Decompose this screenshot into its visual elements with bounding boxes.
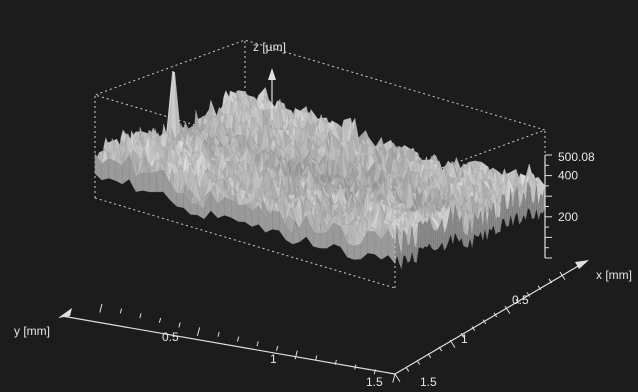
surface-skirt — [407, 242, 411, 264]
surface-skirt — [463, 231, 466, 248]
x-tick-label: 1 — [461, 332, 468, 346]
surface-skirt — [527, 182, 531, 211]
surface-skirt — [108, 158, 116, 181]
surface-skirt — [149, 171, 157, 193]
surface-mesh — [94, 70, 546, 269]
y-tick-label: 0.5 — [162, 330, 179, 344]
surface-skirt — [319, 232, 327, 249]
surface-skirt — [495, 216, 499, 235]
z-tick-label: 400 — [558, 169, 578, 183]
surface-skirt — [333, 222, 341, 247]
surface-skirt — [176, 193, 184, 208]
surface-skirt — [313, 232, 321, 249]
surface-skirt — [476, 217, 479, 237]
z-tick-label: 200 — [558, 210, 578, 224]
surface-skirt — [367, 231, 375, 255]
box-top-edge — [93, 39, 547, 186]
surface-skirt — [224, 197, 232, 218]
z-axis-title: z [µm] — [253, 40, 286, 54]
surface-skirt — [403, 230, 406, 257]
surface-skirt — [489, 208, 492, 231]
surface-skirt — [353, 243, 362, 260]
surface-skirt — [238, 204, 246, 223]
surface-skirt — [347, 243, 355, 260]
surface-skirt — [272, 211, 280, 231]
surface-skirt — [422, 220, 426, 250]
surface-skirt — [142, 172, 150, 193]
z-tick-label: 500.08 — [558, 150, 595, 164]
y-tick-label: 1.5 — [366, 375, 383, 389]
surface-skirt — [540, 193, 544, 214]
x-tick-label: 1.5 — [420, 375, 437, 389]
y-tick-label: 1 — [270, 352, 277, 366]
surface-skirt — [156, 169, 164, 193]
surface-skirt — [420, 220, 424, 250]
surface-skirt — [531, 202, 535, 219]
surface-skirt — [190, 203, 198, 216]
surface-skirt — [414, 245, 417, 264]
y-axis-title: y [mm] — [14, 324, 50, 338]
surface-skirt — [501, 194, 505, 220]
surface-skirt — [435, 229, 439, 251]
surface-skirt — [433, 230, 436, 251]
surface-skirt — [418, 221, 421, 249]
bounding-box-back — [93, 39, 547, 198]
surface-skirt — [424, 220, 428, 248]
surface-skirt — [465, 234, 469, 248]
surface-skirt — [506, 208, 509, 227]
x-tick-label: 0.5 — [512, 293, 529, 307]
x-axis-title: x [mm] — [596, 268, 632, 282]
surface-skirt — [497, 217, 501, 233]
